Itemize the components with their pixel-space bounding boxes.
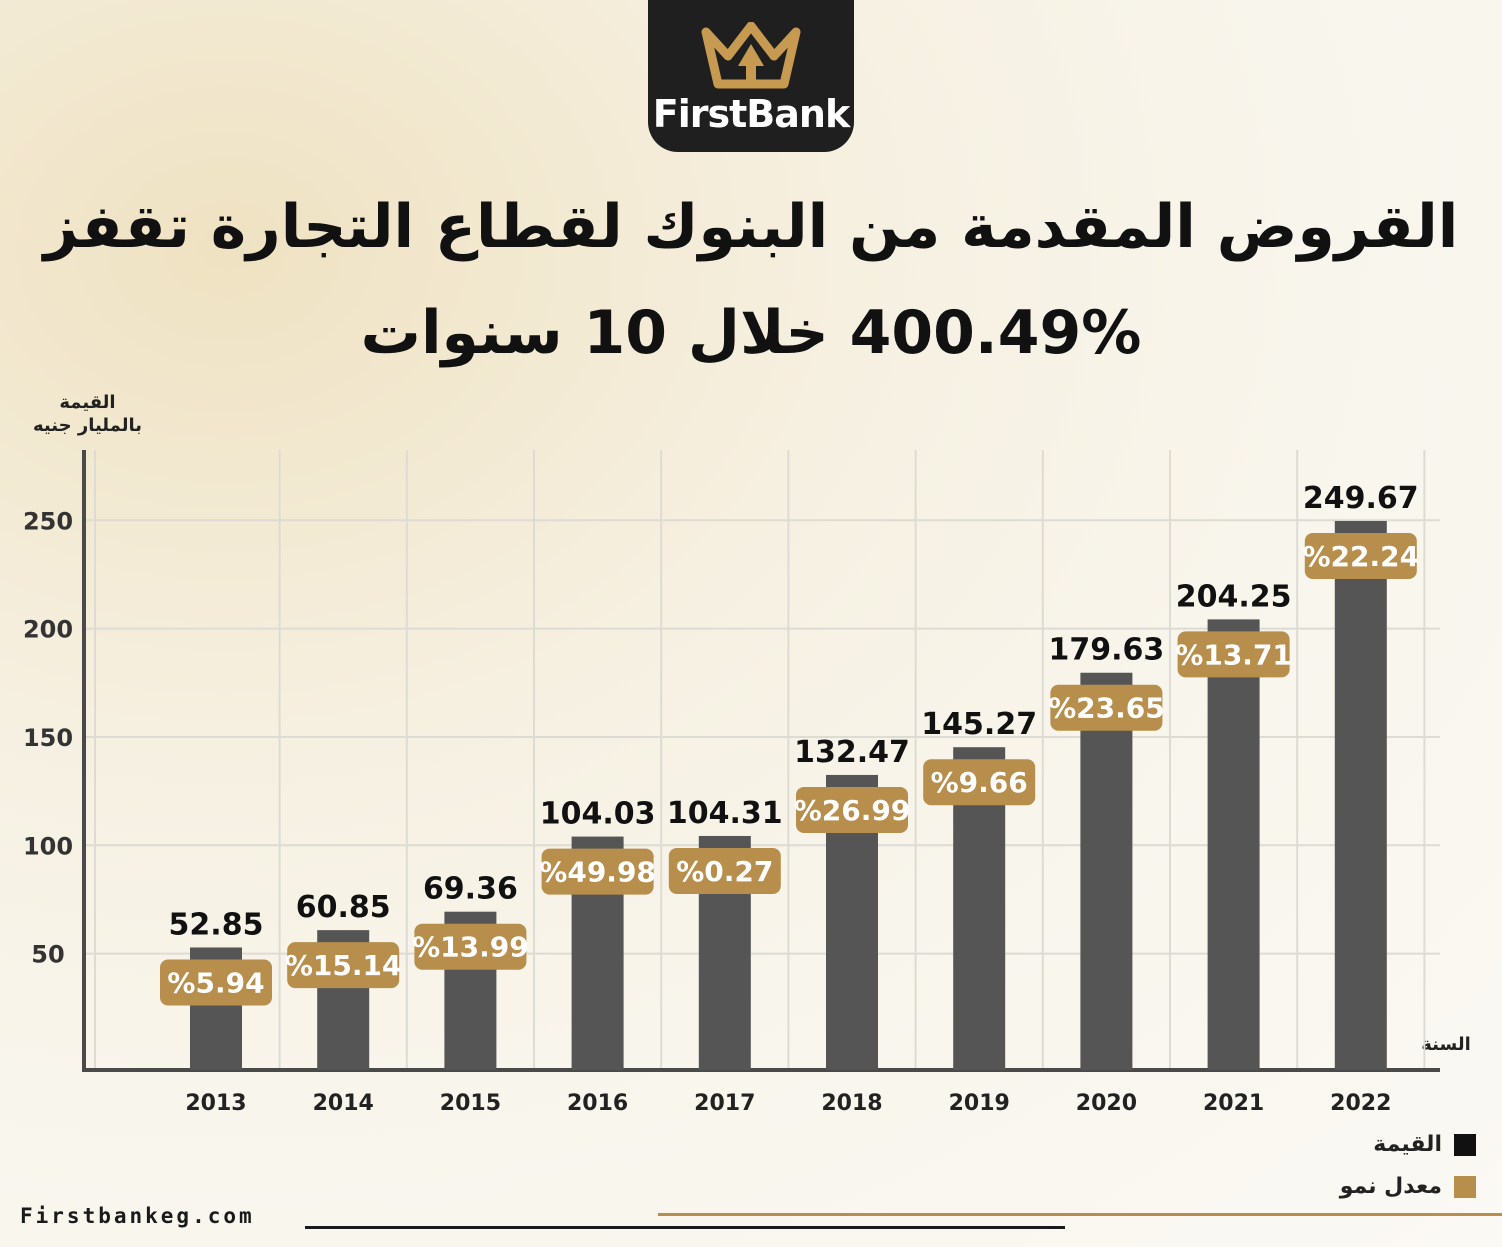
x-tick-label: 2019 bbox=[949, 1091, 1010, 1116]
legend-value-label: القيمة bbox=[1373, 1132, 1442, 1157]
bar bbox=[1334, 520, 1387, 1070]
growth-label: %22.24 bbox=[1302, 540, 1419, 573]
growth-badge bbox=[160, 959, 272, 1006]
brand-name: FirstBank bbox=[652, 92, 850, 136]
legend-value-swatch bbox=[1454, 1133, 1476, 1156]
x-tick-label: 2021 bbox=[1203, 1091, 1264, 1116]
growth-badge bbox=[923, 759, 1036, 806]
x-tick-label: 2018 bbox=[821, 1091, 882, 1116]
growth-badge bbox=[1304, 532, 1417, 579]
bar-value-label: 104.31 bbox=[667, 796, 783, 831]
y-tick-label: 200 bbox=[23, 616, 73, 644]
bar-value-label: 52.85 bbox=[169, 907, 264, 942]
growth-badge bbox=[1050, 684, 1163, 731]
crown-icon bbox=[701, 22, 801, 89]
y-tick-label: 150 bbox=[23, 724, 73, 752]
y-tick-label: 50 bbox=[31, 941, 64, 969]
legend-value: القيمة bbox=[1373, 1132, 1476, 1157]
bar-value-label: 179.63 bbox=[1049, 633, 1165, 668]
x-tick-label: 2020 bbox=[1076, 1091, 1137, 1116]
legend-growth-swatch bbox=[1454, 1175, 1476, 1198]
growth-label: %13.71 bbox=[1175, 638, 1292, 671]
website-url: Firstbankeg.com bbox=[20, 1204, 255, 1228]
growth-label: %15.14 bbox=[285, 949, 402, 982]
bar-value-label: 132.47 bbox=[794, 735, 910, 770]
growth-badge bbox=[287, 942, 400, 989]
bar-value-label: 204.25 bbox=[1176, 579, 1292, 614]
y-axis-title-line1: القيمة bbox=[59, 392, 116, 413]
bar-value-label: 69.36 bbox=[423, 872, 518, 907]
x-axis-title: السنة bbox=[1421, 1034, 1471, 1055]
bar-value-label: 60.85 bbox=[296, 890, 391, 925]
brand-logo: FirstBank bbox=[648, 0, 854, 152]
bar bbox=[1207, 619, 1260, 1070]
growth-badge bbox=[796, 786, 908, 833]
growth-label: %23.65 bbox=[1048, 692, 1165, 725]
y-tick-label: 250 bbox=[23, 507, 73, 535]
x-tick-label: 2015 bbox=[440, 1091, 501, 1116]
growth-badge bbox=[541, 848, 654, 895]
growth-label: %26.99 bbox=[794, 794, 911, 827]
x-tick-label: 2016 bbox=[567, 1091, 628, 1116]
legend-growth-label: معدل نمو bbox=[1339, 1174, 1442, 1199]
x-tick-label: 2014 bbox=[313, 1091, 374, 1116]
bar-value-label: 249.67 bbox=[1303, 481, 1419, 516]
growth-label: %5.94 bbox=[167, 966, 264, 999]
growth-badge bbox=[1177, 631, 1290, 678]
x-tick-label: 2022 bbox=[1330, 1091, 1391, 1116]
legend-growth: معدل نمو bbox=[1340, 1174, 1476, 1199]
growth-badge bbox=[414, 923, 527, 970]
x-tick-label: 2017 bbox=[694, 1091, 755, 1116]
y-axis-title-line2: بالمليار جنيه bbox=[32, 415, 142, 436]
growth-label: %0.27 bbox=[676, 855, 773, 888]
bar-value-label: 104.03 bbox=[540, 797, 656, 832]
footer-divider-gold bbox=[658, 1213, 1502, 1216]
y-tick-label: 100 bbox=[23, 832, 73, 860]
growth-label: %49.98 bbox=[539, 856, 656, 889]
growth-badge bbox=[668, 847, 781, 894]
bar-value-label: 145.27 bbox=[921, 707, 1037, 742]
growth-label: %9.66 bbox=[931, 766, 1028, 799]
footer-divider-dark bbox=[305, 1226, 1065, 1229]
chart-title-line1: القروض المقدمة من البنوك لقطاع التجارة ت… bbox=[43, 192, 1459, 262]
chart-title-line2: 400.49% خلال 10 سنوات bbox=[360, 298, 1142, 368]
x-tick-label: 2013 bbox=[185, 1091, 246, 1116]
bar bbox=[1080, 672, 1133, 1070]
growth-label: %13.99 bbox=[412, 931, 529, 964]
